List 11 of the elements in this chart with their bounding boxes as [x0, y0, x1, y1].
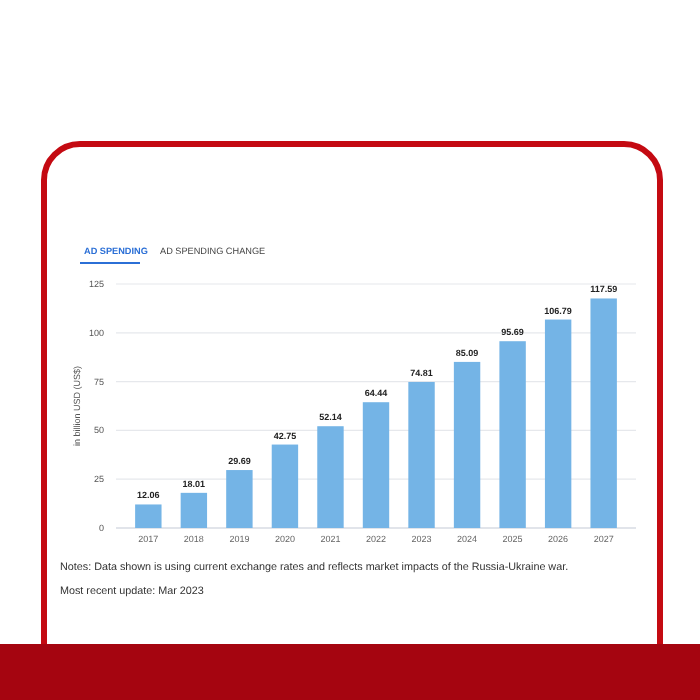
- bar: [135, 504, 162, 528]
- bar: [408, 381, 435, 528]
- bar: [453, 361, 481, 528]
- bar: [544, 319, 572, 528]
- bar: [590, 298, 617, 528]
- bar: [362, 402, 390, 528]
- bar: [271, 444, 299, 528]
- bar: [317, 426, 344, 528]
- bar: [180, 492, 208, 528]
- bar: [499, 341, 526, 528]
- bar: [226, 470, 253, 528]
